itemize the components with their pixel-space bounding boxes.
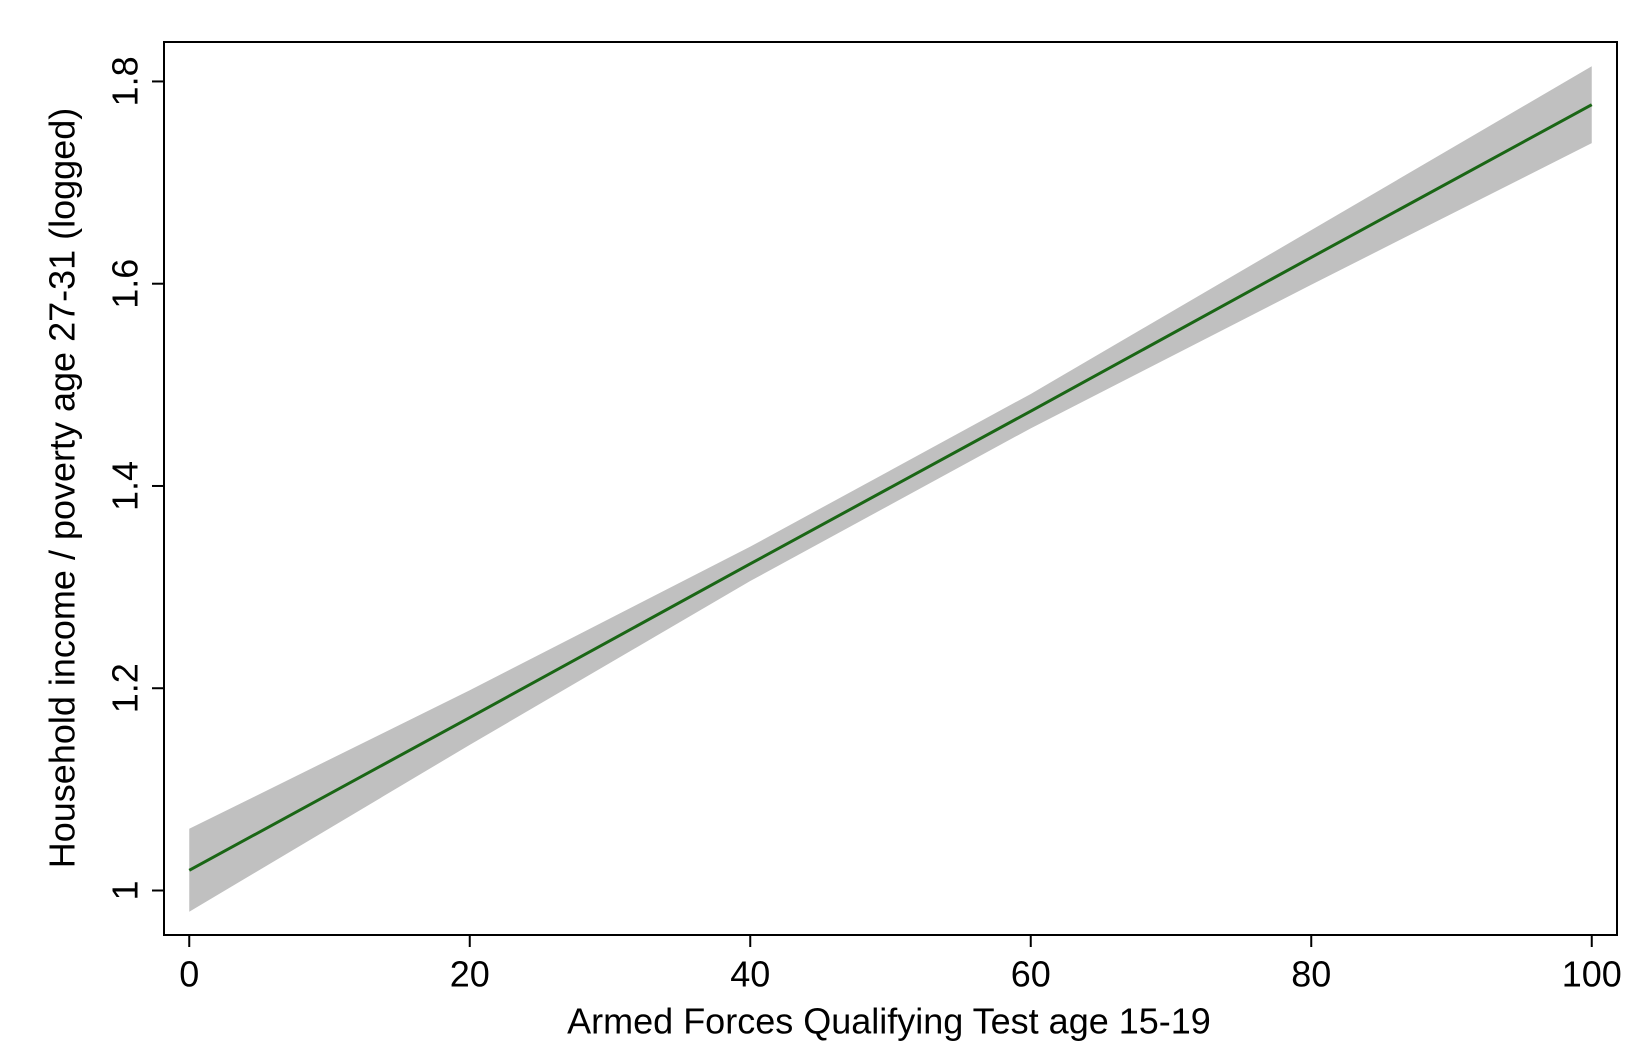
y-axis-title: Household income / poverty age 27-31 (lo…: [42, 108, 83, 868]
y-tick-label: 1: [105, 880, 146, 900]
x-tick-label: 100: [1562, 954, 1622, 995]
x-tick-label: 0: [179, 954, 199, 995]
x-tick-label: 80: [1291, 954, 1331, 995]
y-tick-label: 1.8: [105, 56, 146, 106]
x-tick-label: 20: [450, 954, 490, 995]
x-tick-label: 40: [730, 954, 770, 995]
x-tick-label: 60: [1011, 954, 1051, 995]
y-tick-label: 1.4: [105, 461, 146, 511]
x-axis-title: Armed Forces Qualifying Test age 15-19: [567, 1001, 1211, 1042]
plot-frame: [163, 41, 1618, 936]
y-tick-label: 1.2: [105, 663, 146, 713]
fit-line: [188, 103, 1593, 872]
y-tick-label: 1.6: [105, 259, 146, 309]
